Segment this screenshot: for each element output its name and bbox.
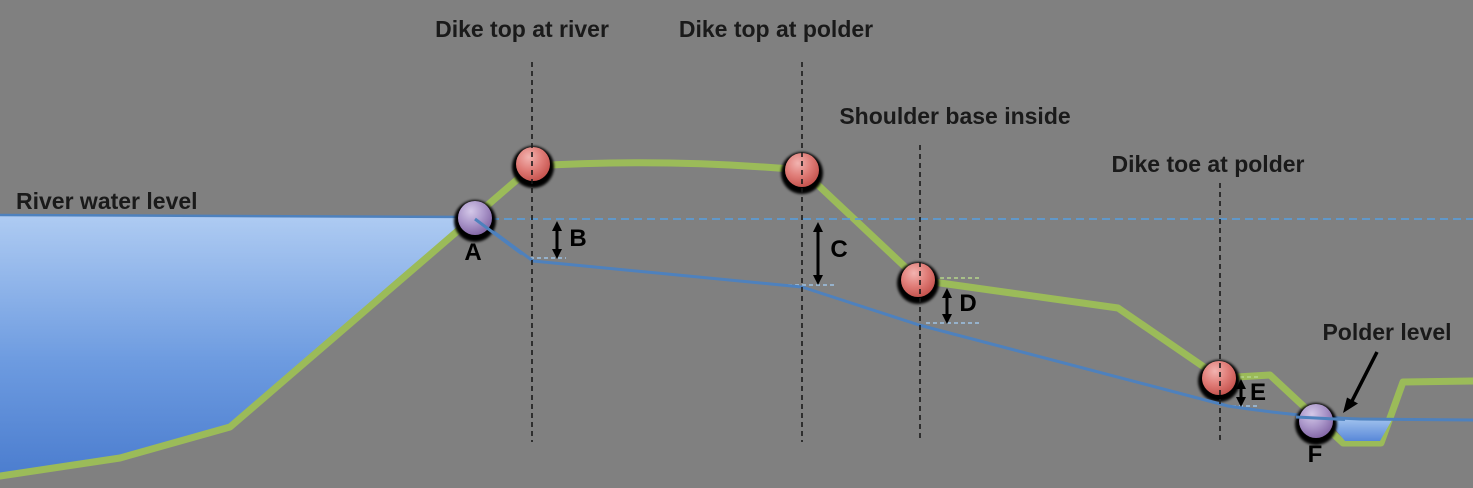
polder-level-arrow <box>1343 351 1379 413</box>
point-label-d: D <box>959 290 977 317</box>
point-label-f: F <box>1307 441 1323 468</box>
arrow-b <box>552 221 562 259</box>
marker-point-f <box>1295 403 1337 445</box>
label-river-water-level: River water level <box>16 188 198 214</box>
phreatic-line <box>474 216 1473 422</box>
point-label-e: E <box>1249 379 1267 406</box>
marker-shoulder-base-inside <box>897 262 939 304</box>
river-water-body <box>0 213 476 476</box>
phreatic-line-overlay <box>474 217 1346 421</box>
label-dike-toe-at-polder: Dike toe at polder <box>1111 151 1305 177</box>
vertical-reference-lines <box>531 62 1221 443</box>
arrow-e <box>1236 379 1246 407</box>
point-label-c: C <box>830 236 848 263</box>
point-label-a: A <box>464 239 482 266</box>
arrow-c <box>813 222 823 285</box>
arrow-d <box>942 288 952 324</box>
point-label-b: B <box>569 225 587 252</box>
label-shoulder-base-inside: Shoulder base inside <box>839 103 1071 129</box>
measurement-arrows <box>552 221 1379 413</box>
label-dike-top-at-polder: Dike top at polder <box>678 16 874 42</box>
marker-dike-top-at-river <box>512 146 554 188</box>
label-polder-level: Polder level <box>1322 319 1452 345</box>
marker-dike-toe-at-polder <box>1198 360 1240 402</box>
label-dike-top-at-river: Dike top at river <box>435 16 609 42</box>
polder-ditch-water <box>1326 418 1393 441</box>
marker-point-a <box>454 200 496 242</box>
